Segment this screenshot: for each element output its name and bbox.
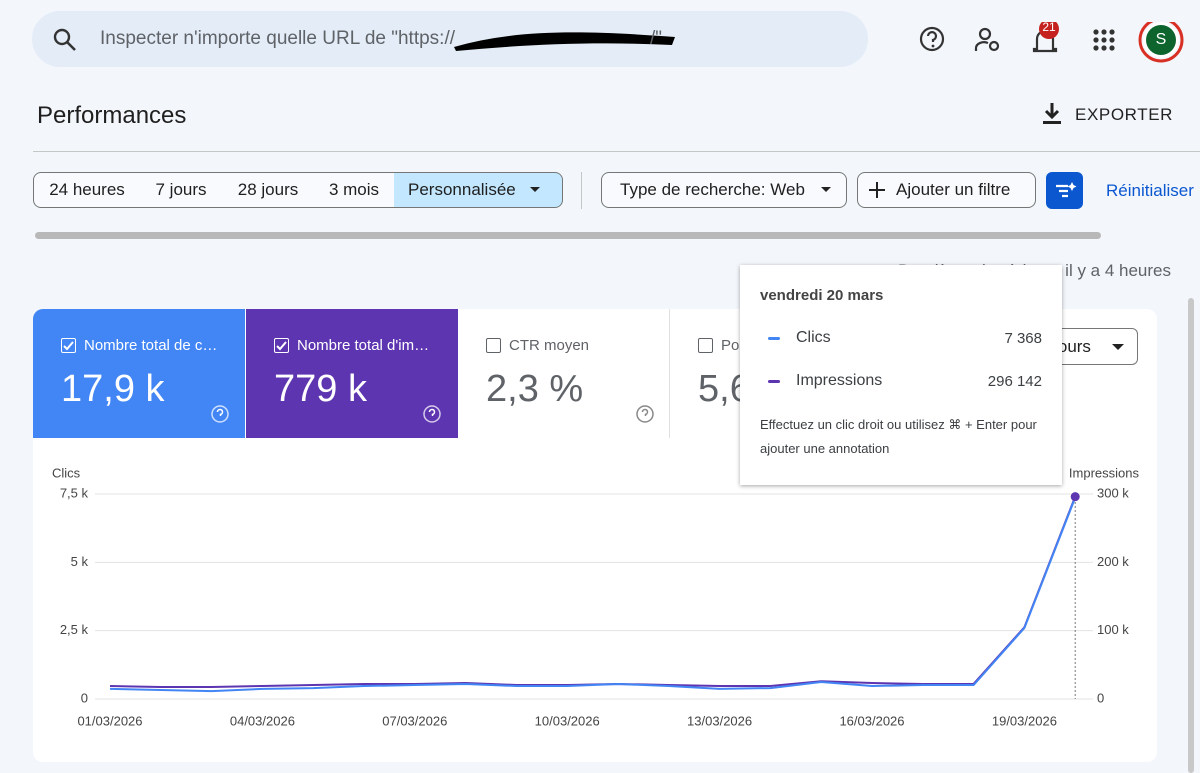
search-type-chip[interactable]: Type de recherche: Web bbox=[601, 172, 847, 208]
legend-entry: Impressions bbox=[796, 372, 883, 389]
metric-label: CTR moyen bbox=[509, 337, 590, 354]
metric-label: Nombre total d'im… bbox=[297, 337, 430, 354]
y-tick-label: 2,5 k bbox=[60, 622, 89, 637]
x-tick-label: 19/03/2026 bbox=[992, 713, 1057, 728]
search-bar[interactable]: Inspecter n'importe quelle URL de "https… bbox=[32, 11, 868, 67]
avatar[interactable] bbox=[1138, 22, 1184, 63]
y2-tick-label: 100 k bbox=[1097, 622, 1129, 637]
apps-icon[interactable] bbox=[1093, 29, 1115, 51]
bell-icon[interactable] bbox=[1032, 22, 1059, 53]
scrollbar bbox=[35, 232, 1101, 239]
search-type-label: Type de recherche: Web bbox=[620, 180, 805, 199]
avatar-letter: S bbox=[1155, 31, 1167, 48]
y-tick-label: 5 k bbox=[71, 554, 89, 569]
checkbox[interactable] bbox=[486, 338, 501, 353]
range-chip[interactable]: 24 heures bbox=[33, 172, 141, 208]
range-chip[interactable]: 28 jours bbox=[222, 172, 315, 208]
metric-value: 2,3 % bbox=[486, 368, 584, 410]
metric-value: 779 k bbox=[274, 368, 367, 410]
legend-swatch bbox=[768, 336, 780, 340]
tooltip-value: 296 142 bbox=[987, 372, 1042, 390]
range-chip[interactable]: 7 jours bbox=[140, 172, 223, 208]
tooltip-value: 7 368 bbox=[1004, 329, 1042, 347]
x-tick-label: 13/03/2026 bbox=[687, 713, 752, 728]
tooltip-row: Impressions 296 142 bbox=[760, 371, 1042, 391]
caret bbox=[820, 187, 831, 192]
checkbox[interactable] bbox=[61, 338, 76, 353]
range-label: Personnalisée bbox=[408, 180, 516, 199]
x-tick-label: 01/03/2026 bbox=[77, 713, 142, 728]
y-axis-title: Clics bbox=[52, 465, 81, 480]
filter-button[interactable] bbox=[1046, 172, 1083, 209]
tooltip-title: vendredi 20 mars bbox=[760, 287, 884, 304]
series-line bbox=[109, 496, 1077, 689]
caret bbox=[529, 187, 540, 192]
page-title: Performances bbox=[37, 102, 187, 129]
range-chip-selected[interactable]: Personnalisée bbox=[394, 172, 563, 208]
x-tick-label: 10/03/2026 bbox=[535, 713, 600, 728]
caret bbox=[1111, 343, 1124, 350]
metric-card[interactable]: CTR moyen 2,3 % bbox=[458, 309, 670, 438]
reset-link[interactable]: Réinitialiser bbox=[1106, 181, 1194, 200]
tooltip-row: Clics 7 368 bbox=[760, 328, 1042, 348]
help-icons bbox=[211, 405, 654, 423]
admin-icon[interactable] bbox=[974, 27, 1000, 52]
export-button[interactable]: EXPORTER bbox=[1075, 105, 1174, 124]
range-chip[interactable]: 3 mois bbox=[314, 172, 395, 208]
x-tick-label: 07/03/2026 bbox=[382, 713, 447, 728]
series-line bbox=[109, 497, 1077, 693]
y2-tick-label: 200 k bbox=[1097, 554, 1129, 569]
search-icon bbox=[53, 28, 76, 51]
add-filter-chip[interactable]: Ajouter un filtre bbox=[857, 172, 1036, 208]
tooltip: vendredi 20 mars Clics 7 368 Impressions 2… bbox=[740, 265, 1062, 485]
page-scrollbar bbox=[1188, 298, 1194, 773]
header-icons bbox=[919, 22, 1184, 63]
tooltip-note: Effectuez un clic droit ou utilisez ⌘ + … bbox=[760, 417, 1037, 456]
metric-card[interactable]: Nombre total d'im… 779 k bbox=[246, 309, 458, 438]
y2-axis-title: Impressions bbox=[1069, 465, 1140, 480]
download-icon bbox=[1043, 103, 1061, 124]
metric-card[interactable]: Nombre total de c… 17,9 k bbox=[33, 309, 245, 438]
legend-entry: Clics bbox=[796, 329, 831, 346]
legend-swatch bbox=[768, 379, 780, 383]
y-tick-label: 7,5 k bbox=[60, 485, 89, 500]
metric-label: Nombre total de c… bbox=[84, 337, 218, 354]
separator bbox=[581, 172, 582, 209]
x-tick-label: 04/03/2026 bbox=[230, 713, 295, 728]
add-filter-label: Ajouter un filtre bbox=[896, 180, 1011, 199]
hover-point bbox=[1070, 492, 1080, 502]
y2-tick-label: 300 k bbox=[1097, 485, 1129, 500]
metric-value: 17,9 k bbox=[61, 368, 165, 410]
search-placeholder-end: /" bbox=[650, 28, 663, 49]
divider bbox=[33, 151, 1200, 152]
x-tick-label: 16/03/2026 bbox=[839, 713, 904, 728]
checkbox[interactable] bbox=[274, 338, 289, 353]
help-icon[interactable] bbox=[919, 26, 945, 52]
redaction bbox=[454, 32, 675, 51]
y-tick-label: 0 bbox=[81, 690, 88, 705]
y2-tick-label: 0 bbox=[1097, 690, 1104, 705]
checkbox[interactable] bbox=[698, 338, 713, 353]
notification-count: 21 bbox=[1042, 20, 1056, 34]
plus-icon bbox=[869, 182, 885, 198]
search-placeholder: Inspecter n'importe quelle URL de "https… bbox=[100, 28, 456, 49]
